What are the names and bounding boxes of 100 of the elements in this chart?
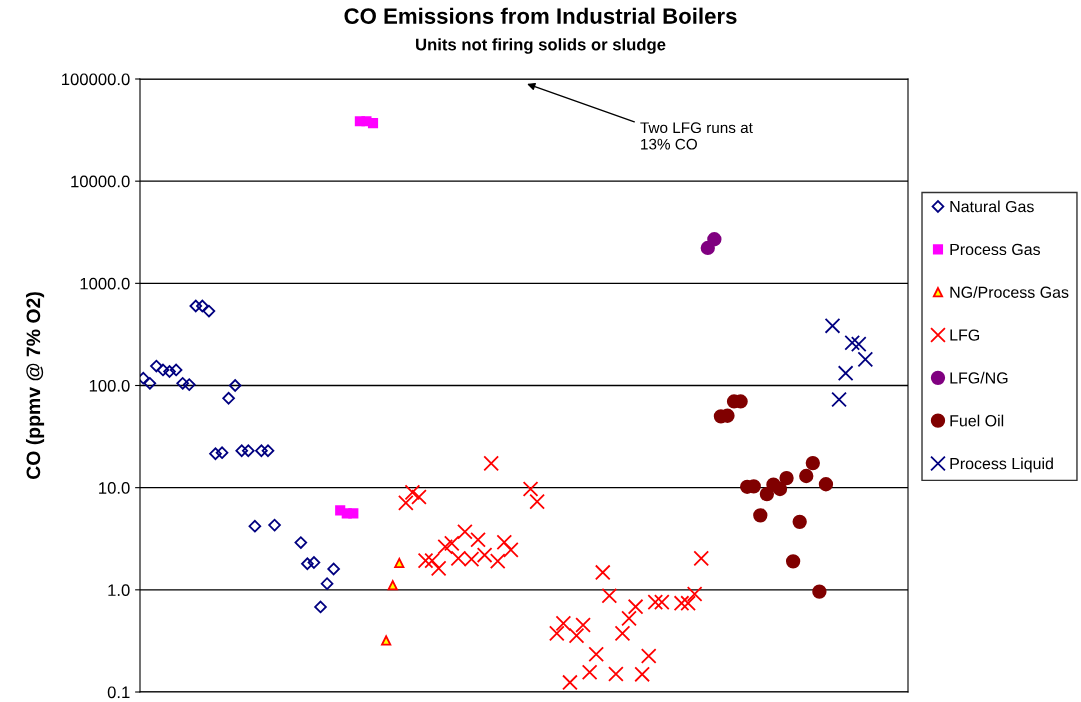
point xyxy=(779,470,794,486)
point xyxy=(837,365,854,382)
point xyxy=(387,580,398,591)
point xyxy=(196,299,209,313)
point xyxy=(686,586,703,602)
point xyxy=(367,118,379,129)
point xyxy=(143,377,157,390)
point xyxy=(235,444,249,458)
legend-label: Process Gas xyxy=(950,243,1041,256)
point xyxy=(470,531,486,548)
point xyxy=(176,377,189,390)
point xyxy=(529,493,545,510)
point xyxy=(673,595,690,612)
point xyxy=(437,538,454,555)
point xyxy=(202,304,216,318)
legend-label: LFG xyxy=(950,329,980,341)
point xyxy=(680,595,696,612)
y-tick-label: 1.0 xyxy=(108,584,130,597)
annotation: Two LFG runs at 13% CO xyxy=(640,122,753,150)
point xyxy=(627,598,644,615)
point xyxy=(242,444,255,458)
point xyxy=(562,674,578,691)
point xyxy=(844,334,861,351)
point xyxy=(601,587,618,604)
point xyxy=(812,584,827,599)
point xyxy=(209,447,222,461)
legend-label: Natural Gas xyxy=(950,200,1034,213)
chart-subtitle: Units not firing solids or sludge xyxy=(416,38,666,54)
point xyxy=(394,557,405,569)
legend-label: Process Liquid xyxy=(950,457,1053,473)
point xyxy=(381,635,392,646)
point xyxy=(634,666,651,683)
y-axis-title: CO (ppmv @ 7% O2) xyxy=(25,292,45,479)
point xyxy=(215,446,229,459)
point xyxy=(759,486,775,502)
point xyxy=(261,444,275,458)
y-tick-label: 0.1 xyxy=(107,686,130,699)
point xyxy=(785,554,801,569)
point xyxy=(653,594,670,610)
point xyxy=(805,455,820,471)
point xyxy=(555,615,572,632)
point xyxy=(824,317,841,334)
point xyxy=(799,468,814,484)
point xyxy=(443,535,460,552)
point xyxy=(430,560,447,577)
point xyxy=(424,552,440,569)
point xyxy=(818,477,834,492)
point xyxy=(307,556,321,569)
y-tick-label: 100.0 xyxy=(89,379,130,392)
legend-label: Fuel Oil xyxy=(950,414,1004,427)
point xyxy=(182,378,196,391)
point xyxy=(792,514,807,529)
point xyxy=(608,666,624,682)
point xyxy=(594,564,611,581)
point xyxy=(522,481,539,497)
point xyxy=(268,518,281,532)
point xyxy=(411,489,427,505)
point xyxy=(581,664,598,681)
point xyxy=(772,481,788,497)
point xyxy=(169,363,183,377)
point xyxy=(548,625,565,642)
point xyxy=(397,495,414,511)
point xyxy=(255,444,268,458)
point xyxy=(189,299,203,313)
point xyxy=(647,594,664,610)
y-tick-label: 100000.0 xyxy=(62,73,130,86)
point xyxy=(156,363,170,377)
y-tick-label: 10000.0 xyxy=(71,175,130,188)
point xyxy=(417,552,434,569)
point xyxy=(640,648,657,664)
point xyxy=(614,625,631,642)
point xyxy=(707,232,722,247)
point xyxy=(483,455,500,472)
point xyxy=(476,547,493,563)
point xyxy=(348,508,359,519)
y-tick-label: 1000.0 xyxy=(80,277,130,290)
point xyxy=(496,534,513,551)
legend-label: LFG/NG xyxy=(950,371,1008,384)
point xyxy=(301,557,314,571)
legend-label: NG/Process Gas xyxy=(950,286,1069,298)
point xyxy=(575,617,591,633)
point xyxy=(404,484,421,501)
point xyxy=(150,359,163,373)
point xyxy=(222,391,235,405)
point xyxy=(831,391,847,408)
point xyxy=(857,351,874,368)
point xyxy=(568,627,585,644)
point xyxy=(457,523,473,540)
point xyxy=(753,508,768,523)
point xyxy=(693,550,710,567)
point xyxy=(320,577,334,590)
point xyxy=(228,379,242,392)
point xyxy=(294,536,308,549)
chart-title: CO Emissions from Industrial Boilers xyxy=(344,7,737,24)
point xyxy=(314,600,327,614)
y-tick-label: 10.0 xyxy=(99,482,130,494)
point xyxy=(489,553,506,569)
point xyxy=(163,365,176,378)
point xyxy=(503,542,519,558)
point xyxy=(327,562,340,576)
